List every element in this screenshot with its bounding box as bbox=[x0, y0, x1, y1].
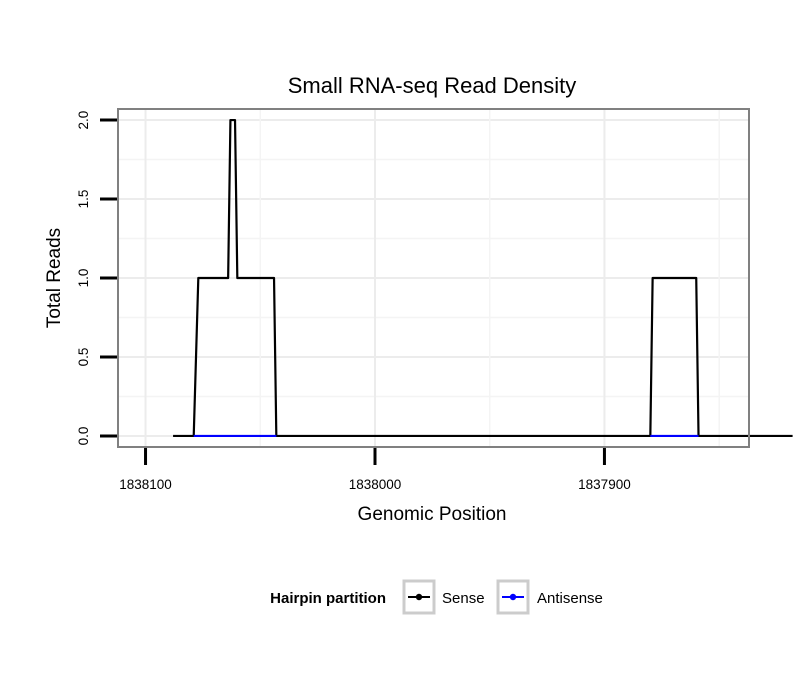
series-layer bbox=[173, 118, 793, 438]
x-axis-title: Genomic Position bbox=[358, 504, 507, 525]
legend-title: Hairpin partition bbox=[270, 590, 386, 607]
series-line-sense bbox=[173, 118, 793, 438]
y-tick-label: 2.0 bbox=[76, 111, 91, 130]
x-tick-label: 1838000 bbox=[349, 477, 402, 492]
y-tick-label: 1.0 bbox=[76, 269, 91, 288]
legend-label-antisense: Antisense bbox=[537, 590, 603, 607]
y-tick-label: 0.0 bbox=[76, 427, 91, 446]
y-tick-label: 0.5 bbox=[76, 348, 91, 367]
y-axis-title: Total Reads bbox=[44, 228, 65, 328]
legend-item-sense: Sense bbox=[402, 579, 485, 615]
y-axis: 0.0 0.5 1.0 1.5 2.0 bbox=[76, 111, 117, 446]
legend-label-sense: Sense bbox=[442, 590, 485, 607]
plot-border bbox=[117, 108, 750, 448]
plot-area bbox=[117, 108, 793, 448]
legend: Hairpin partition Sense Antisense bbox=[270, 579, 603, 615]
chart-title: Small RNA-seq Read Density bbox=[288, 73, 577, 98]
x-tick-label: 1837900 bbox=[578, 477, 631, 492]
x-tick-label: 1838100 bbox=[119, 477, 172, 492]
y-tick-label: 1.5 bbox=[76, 190, 91, 209]
x-axis: 1838100 1838000 1837900 bbox=[119, 448, 631, 492]
legend-point-antisense bbox=[509, 593, 517, 601]
legend-point-sense bbox=[415, 593, 423, 601]
legend-item-antisense: Antisense bbox=[496, 579, 603, 615]
